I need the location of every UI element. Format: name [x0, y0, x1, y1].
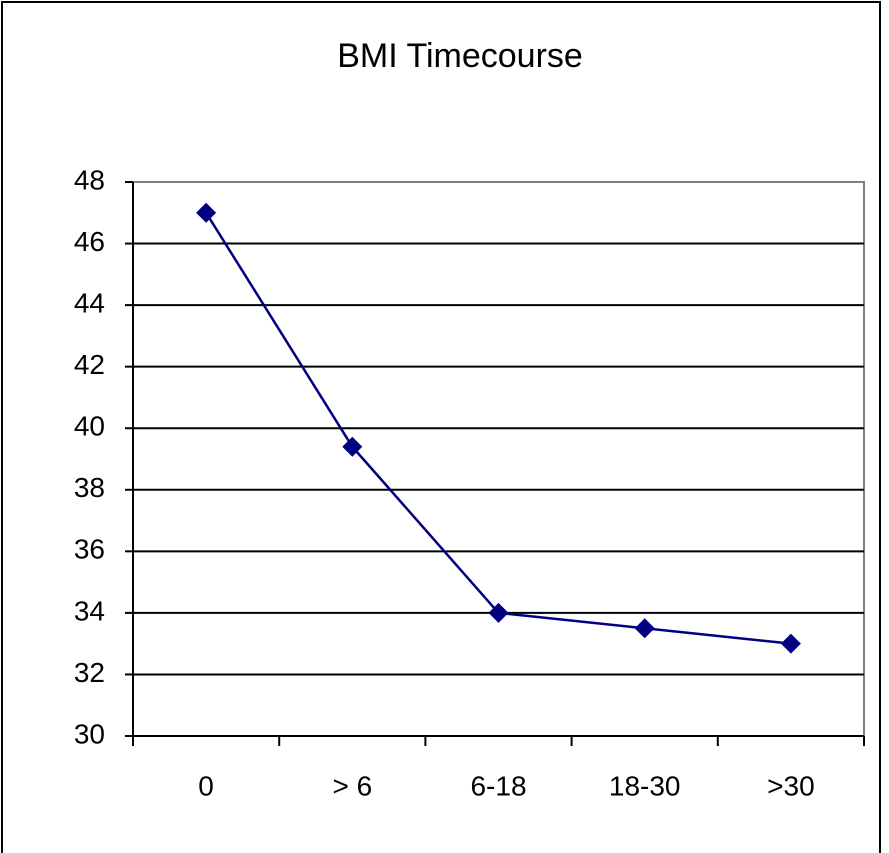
plot-area	[132, 181, 865, 737]
y-tick-label: 46	[74, 226, 105, 257]
x-tick-label: >30	[767, 770, 815, 801]
y-tick-label: 40	[74, 411, 105, 442]
x-tick-label: 0	[198, 770, 214, 801]
data-point	[342, 436, 363, 457]
y-tick-label: 32	[74, 657, 105, 688]
x-tick-label: 6-18	[470, 770, 526, 801]
chart-title: BMI Timecourse	[337, 37, 583, 75]
y-tick-label: 48	[74, 164, 105, 195]
y-tick-label: 42	[74, 349, 105, 380]
data-point	[634, 618, 655, 639]
x-tick-label: 18-30	[609, 770, 681, 801]
data-point	[196, 202, 217, 223]
data-point	[488, 602, 509, 623]
y-tick-label: 36	[74, 534, 105, 565]
y-tick-label: 34	[74, 595, 105, 626]
x-tick-label: > 6	[332, 770, 372, 801]
y-tick-label: 30	[74, 718, 105, 749]
y-tick-label: 44	[74, 288, 105, 319]
y-tick-label: 38	[74, 472, 105, 503]
data-point	[780, 633, 801, 654]
